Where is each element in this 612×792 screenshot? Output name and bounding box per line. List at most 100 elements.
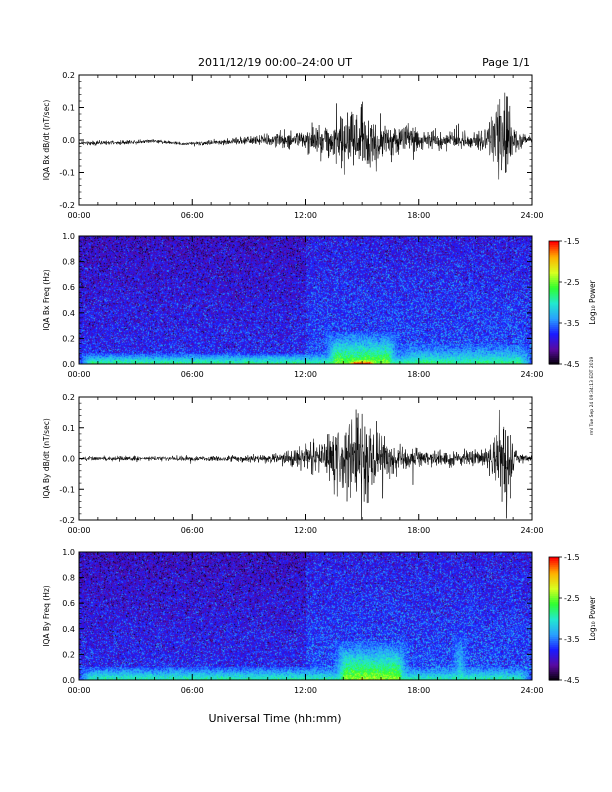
colorbar-swatch <box>549 271 559 275</box>
colorbar-swatch <box>549 312 559 316</box>
colorbar-swatch <box>549 269 559 273</box>
colorbar-swatch <box>549 602 559 605</box>
colorbar-tick-label: -2.5 <box>564 278 580 287</box>
spectrogram-image <box>79 236 532 364</box>
x-tick-label: 24:00 <box>520 211 543 220</box>
x-tick-label: 24:00 <box>520 686 543 695</box>
colorbar-swatch <box>549 306 559 310</box>
colorbar-swatch <box>549 282 559 285</box>
colorbar-swatch <box>549 349 559 353</box>
colorbar-swatch <box>549 677 559 681</box>
colorbar-swatch <box>549 616 559 620</box>
colorbar-tick-label: -1.5 <box>564 553 580 562</box>
colorbar-swatch <box>549 327 559 330</box>
colorbar-swatch <box>549 325 559 328</box>
colorbar-tick-label: -1.5 <box>564 237 580 246</box>
y-tick-label: 1.0 <box>62 548 75 557</box>
colorbar-tick-label: -3.5 <box>564 319 580 328</box>
colorbar-swatch <box>549 241 559 244</box>
x-tick-label: 00:00 <box>67 526 90 535</box>
x-tick-label: 18:00 <box>407 211 430 220</box>
series-trace <box>79 92 532 180</box>
x-axis-title: Universal Time (hh:mm) <box>209 712 342 725</box>
colorbar-swatch <box>549 359 559 363</box>
colorbar-swatch <box>549 296 559 299</box>
colorbar-swatch <box>549 557 559 560</box>
colorbar-swatch <box>549 612 559 615</box>
colorbar-swatch <box>549 665 559 669</box>
colorbar-swatch <box>549 320 559 324</box>
y-axis-label: IQA Bx Freq (Hz) <box>42 269 51 331</box>
colorbar-swatch <box>549 345 559 349</box>
panel-bx-dbdt: 00:00 06:00 12:00 18:00 24:00 -0.2 -0.1 0.0 0.1 0… <box>42 71 544 220</box>
colorbar-swatch <box>549 284 559 287</box>
y-tick-label: 0.0 <box>62 455 75 464</box>
colorbar-swatch <box>549 561 559 564</box>
colorbar-swatch <box>549 273 559 277</box>
panel-by-spectrogram: -1.5 -2.5 -3.5 -4.5 Log₁₀ Power 00:00 06:00 12:… <box>42 548 597 695</box>
colorbar-swatch <box>549 292 559 295</box>
colorbar-swatch <box>549 626 559 630</box>
colorbar-swatch <box>549 353 559 357</box>
colorbar-swatch <box>549 294 559 297</box>
page-title: 2011/12/19 00:00–24:00 UT <box>198 56 352 69</box>
colorbar-swatch <box>549 290 559 293</box>
colorbar-swatch <box>549 647 559 650</box>
colorbar-swatch <box>549 608 559 611</box>
colorbar-label: Log₁₀ Power <box>588 279 597 324</box>
colorbar-swatch <box>549 263 559 267</box>
colorbar-swatch <box>549 343 559 347</box>
colorbar-swatch <box>549 669 559 673</box>
y-tick-label: -0.1 <box>59 485 75 494</box>
colorbar-swatch <box>549 639 559 642</box>
colorbar-swatch <box>549 298 559 302</box>
colorbar-swatch <box>549 636 559 640</box>
panel-by-dbdt: 00:00 06:00 12:00 18:00 24:00 -0.2 -0.1 0.0 0.1 0… <box>42 393 544 535</box>
colorbar-swatch <box>549 673 559 677</box>
colorbar-swatch <box>549 620 559 624</box>
y-tick-label: 0.4 <box>62 309 75 318</box>
colorbar-swatch <box>549 571 559 574</box>
colorbar-swatch <box>549 257 559 261</box>
colorbar-frame <box>548 556 560 681</box>
y-tick-label: 1.0 <box>62 232 75 241</box>
y-axis-label: IQA Bx dB/dt (nT/sec) <box>42 100 51 181</box>
colorbar-swatch <box>549 614 559 618</box>
colorbar-swatch <box>549 259 559 263</box>
colorbar-swatch <box>549 308 559 312</box>
colorbar-swatch <box>549 351 559 355</box>
colorbar-swatch <box>549 577 559 581</box>
x-tick-label: 12:00 <box>294 526 317 535</box>
colorbar-swatch <box>549 563 559 566</box>
colorbar-swatch <box>549 655 559 659</box>
x-tick-label: 12:00 <box>294 370 317 379</box>
colorbar-swatch <box>549 663 559 667</box>
colorbar-swatch <box>549 357 559 361</box>
colorbar-swatch <box>549 275 559 279</box>
colorbar-swatch <box>549 265 559 269</box>
x-tick-label: 24:00 <box>520 370 543 379</box>
colorbar-swatch <box>549 659 559 663</box>
x-tick-label: 06:00 <box>181 526 204 535</box>
colorbar-swatch <box>549 335 559 338</box>
colorbar-swatch <box>549 651 559 654</box>
x-tick-label: 00:00 <box>67 370 90 379</box>
x-tick-label: 18:00 <box>407 686 430 695</box>
colorbar-frame <box>548 240 560 365</box>
colorbar-swatch <box>549 559 559 562</box>
colorbar-swatch <box>549 630 559 634</box>
colorbar-swatch <box>549 671 559 675</box>
panels: 00:00 06:00 12:00 18:00 24:00 -0.2 -0.1 0.0 0.1 0… <box>42 71 597 695</box>
colorbar-swatch <box>549 304 559 308</box>
colorbar-swatch <box>549 643 559 646</box>
y-tick-label: 0.2 <box>62 334 75 343</box>
y-tick-label: 0.4 <box>62 625 75 634</box>
y-tick-label: 0.2 <box>62 71 75 80</box>
x-tick-label: 06:00 <box>181 370 204 379</box>
colorbar-swatch <box>549 361 559 365</box>
colorbar-swatch <box>549 347 559 351</box>
colorbar-swatch <box>549 618 559 622</box>
colorbar-swatch <box>549 567 559 570</box>
colorbar-swatch <box>549 624 559 628</box>
